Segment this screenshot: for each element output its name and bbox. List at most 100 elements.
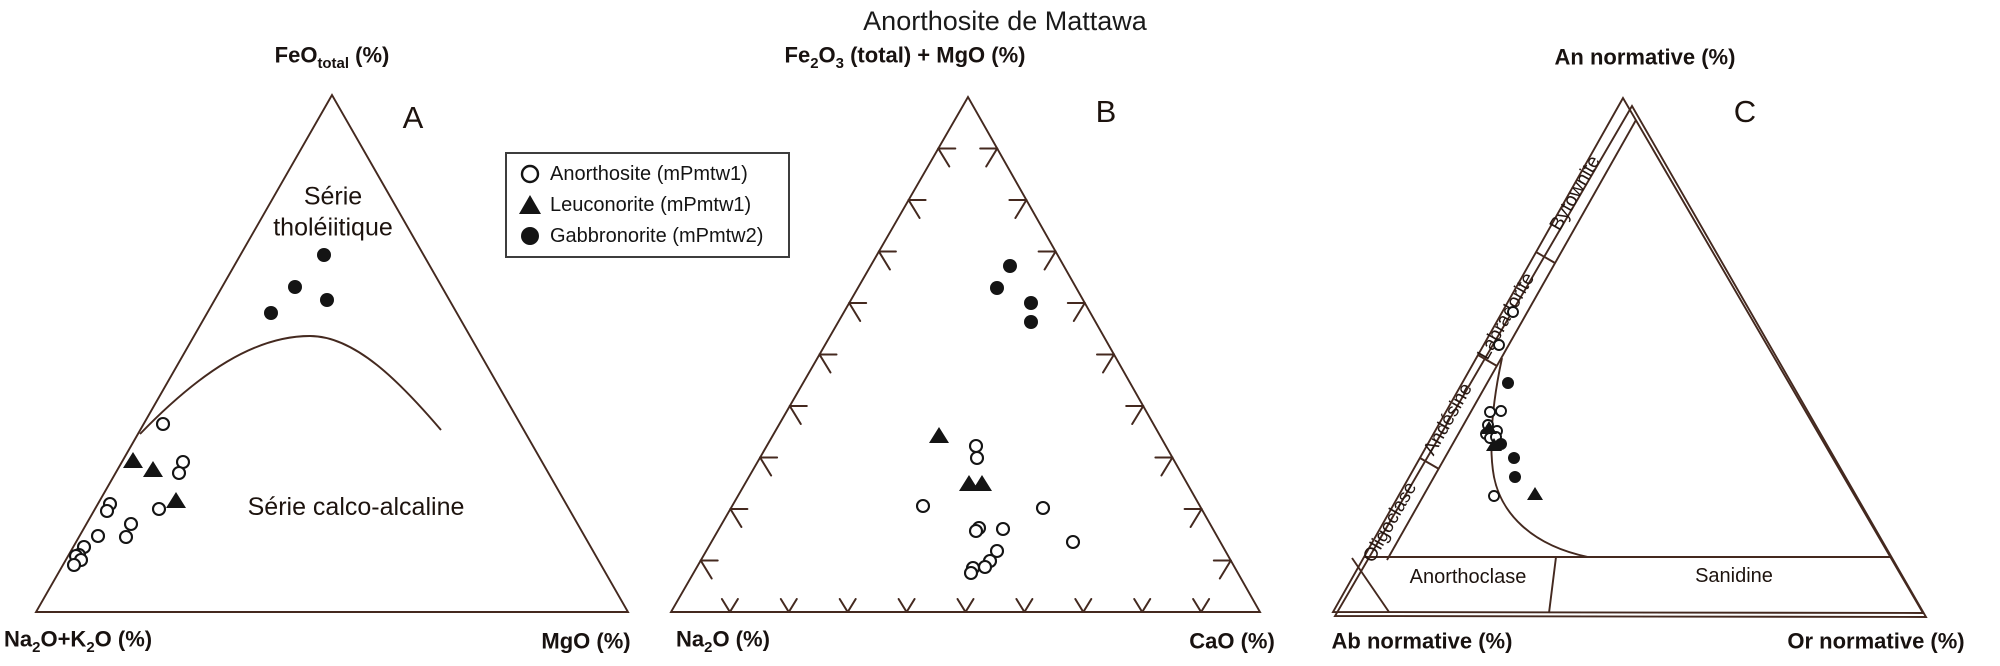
leuconorite-point bbox=[123, 452, 143, 468]
panel-letter-b: B bbox=[1095, 94, 1117, 130]
anorthosite-point bbox=[99, 503, 115, 519]
gabbronorite-point bbox=[1509, 471, 1521, 483]
gabbronorite-point bbox=[320, 293, 334, 307]
panel-B-bottom-edge-tick bbox=[1200, 598, 1211, 613]
anorthosite-point bbox=[968, 523, 984, 539]
filled-triangle-icon bbox=[519, 195, 541, 214]
gabbronorite-point bbox=[1508, 452, 1520, 464]
anorthoclase-solvus-curve bbox=[1490, 357, 1589, 558]
anorthosite-point bbox=[1493, 339, 1505, 351]
panel-B bbox=[669, 95, 1262, 613]
axis-label-a-bottom-left: Na2O+K2O (%) bbox=[4, 626, 153, 657]
anorthosite-point bbox=[155, 416, 171, 432]
panel-B-bottom-edge-tick bbox=[846, 598, 857, 613]
panel-B-bottom-edge-tick bbox=[838, 598, 849, 613]
panel-C-triangle-outline bbox=[1331, 96, 1925, 614]
leuconorite-point bbox=[166, 492, 186, 508]
anorthosite-point bbox=[963, 565, 979, 581]
axis-label-b-bottom-left: Na2O (%) bbox=[676, 626, 770, 657]
panel-B-left-edge-tick bbox=[818, 353, 832, 374]
panel-B-right-edge-tick bbox=[1102, 353, 1115, 374]
leuconorite-point bbox=[1486, 438, 1502, 451]
panel-B-left-edge-tick bbox=[729, 508, 743, 528]
gabbronorite-point bbox=[990, 281, 1004, 295]
panel-A bbox=[34, 93, 630, 613]
field-label-serie-calco-alcaline: Série calco-alcaline bbox=[247, 492, 465, 521]
open-circle-icon bbox=[520, 164, 540, 184]
figure-title: Anorthosite de Mattawa bbox=[863, 6, 1147, 36]
panel-B-left-edge-tick bbox=[788, 405, 802, 425]
panel-B-bottom-edge-tick bbox=[897, 598, 908, 613]
panel-letter-a: A bbox=[402, 100, 424, 136]
field-label-sanidine: Sanidine bbox=[1695, 564, 1773, 587]
panel-B-right-edge-tick bbox=[1014, 199, 1028, 219]
panel-B-bottom-edge-tick bbox=[1015, 598, 1026, 613]
anorthosite-point bbox=[90, 528, 106, 544]
anorthosite-point bbox=[1035, 500, 1051, 516]
anorthosite-point bbox=[123, 516, 139, 532]
axis-label-c-top: An normative (%) bbox=[1554, 44, 1736, 70]
leuconorite-point bbox=[1481, 421, 1497, 434]
panel-B-bottom-edge-tick bbox=[1082, 598, 1093, 613]
andesine-oligoclase-divider bbox=[1419, 457, 1440, 470]
panel-B-right-edge-tick bbox=[985, 147, 999, 168]
bytownite-labradorite-divider bbox=[1535, 251, 1556, 264]
anorthosite-point bbox=[1065, 534, 1081, 550]
panel-B-bottom-edge-tick bbox=[1192, 598, 1203, 613]
leuconorite-point bbox=[959, 475, 979, 491]
field-label-anorthoclase: Anorthoclase bbox=[1409, 565, 1527, 588]
gabbronorite-point bbox=[1003, 259, 1017, 273]
axis-label-c-bottom-right: Or normative (%) bbox=[1787, 628, 1965, 654]
gabbronorite-point bbox=[317, 248, 331, 262]
anorthosite-point bbox=[1488, 490, 1500, 502]
leuconorite-point bbox=[143, 461, 163, 477]
panel-B-bottom-edge-tick bbox=[956, 598, 967, 613]
anorthosite-point bbox=[118, 529, 134, 545]
labradorite-andesine-divider bbox=[1477, 354, 1498, 367]
panel-letter-c: C bbox=[1733, 94, 1757, 130]
filled-circle-icon bbox=[521, 227, 539, 245]
panel-B-right-edge-tick bbox=[1218, 559, 1232, 580]
anorthosite-point bbox=[968, 438, 984, 454]
gabbronorite-point bbox=[1024, 296, 1038, 310]
panel-B-bottom-edge-tick bbox=[720, 598, 731, 613]
anorthosite-point bbox=[969, 450, 985, 466]
panel-B-right-edge-tick bbox=[1189, 508, 1203, 528]
axis-label-b-bottom-right: CaO (%) bbox=[1189, 628, 1275, 654]
leuconorite-point bbox=[972, 475, 992, 491]
axis-label-a-bottom-right: MgO (%) bbox=[541, 628, 631, 654]
panel-B-right-edge-tick bbox=[1160, 456, 1174, 477]
axis-label-b-top: Fe2O3 (total) + MgO (%) bbox=[784, 42, 1026, 73]
anorthosite-point bbox=[995, 521, 1011, 537]
axis-label-a-top: FeOtotal (%) bbox=[274, 42, 390, 73]
panel-B-left-edge-tick bbox=[907, 199, 921, 219]
panel-B-bottom-edge-tick bbox=[905, 598, 916, 613]
panel-B-right-edge-tick bbox=[1043, 250, 1057, 271]
legend-item-label: Gabbronorite (mPmtw2) bbox=[550, 224, 764, 247]
legend-item-leuconorite-mpmtw1-: Leuconorite (mPmtw1) bbox=[517, 193, 778, 217]
anorthosite-point bbox=[1507, 306, 1519, 318]
legend: Anorthosite (mPmtw1) Leuconorite (mPmtw1)… bbox=[505, 152, 790, 258]
anorthosite-point bbox=[1484, 406, 1496, 418]
legend-item-anorthosite-mpmtw1-: Anorthosite (mPmtw1) bbox=[517, 162, 778, 186]
anorthosite-point bbox=[66, 557, 82, 573]
panel-B-bottom-edge-tick bbox=[787, 598, 798, 613]
panel-B-right-edge-tick bbox=[1131, 405, 1145, 425]
legend-item-gabbronorite-mpmtw2-: Gabbronorite (mPmtw2) bbox=[517, 224, 778, 248]
gabbronorite-point bbox=[1502, 377, 1514, 389]
panel-A-triangle-outline bbox=[34, 93, 630, 613]
panel-B-left-edge-tick bbox=[848, 302, 862, 322]
gabbronorite-point bbox=[288, 280, 302, 294]
anorthosite-point bbox=[989, 543, 1005, 559]
panel-B-bottom-edge-tick bbox=[1141, 598, 1152, 613]
leuconorite-point bbox=[929, 427, 949, 443]
panel-B-bottom-edge-tick bbox=[728, 598, 739, 613]
panel-B-bottom-edge-tick bbox=[1023, 598, 1034, 613]
legend-item-label: Anorthosite (mPmtw1) bbox=[550, 162, 748, 185]
anorthoclase-sanidine-divider bbox=[1548, 556, 1557, 614]
field-label-serie-tholeiitique: Série tholéiitique bbox=[273, 182, 393, 242]
leuconorite-point bbox=[1527, 487, 1543, 500]
gabbronorite-point bbox=[264, 306, 278, 320]
panel-B-bottom-edge-tick bbox=[964, 598, 975, 613]
